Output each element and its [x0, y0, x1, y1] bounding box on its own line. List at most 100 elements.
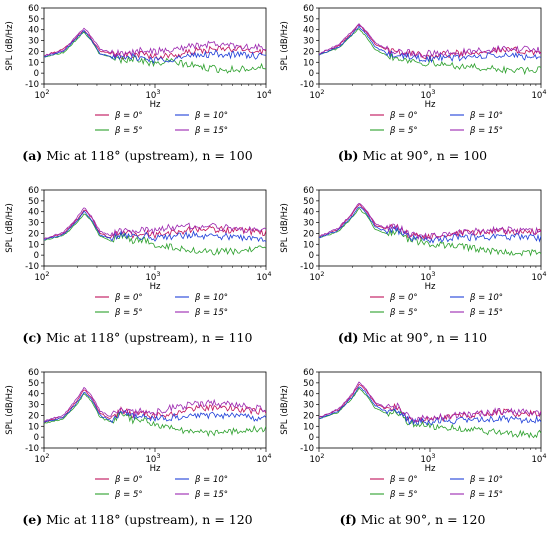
- legend-entry: β = 10°: [469, 293, 503, 303]
- panel-caption: (e) Mic at 118° (upstream), n = 120: [0, 512, 275, 527]
- legend-entry: β = 15°: [469, 308, 503, 318]
- y-tick-label: 30: [28, 401, 39, 411]
- y-tick-label: 60: [28, 368, 39, 378]
- plot-frame: [318, 189, 542, 267]
- legend-entry: β = 0°: [114, 111, 143, 121]
- panel-label: (f): [339, 512, 357, 527]
- x-tick-label: 104: [257, 88, 272, 101]
- series-line-2: [44, 29, 266, 65]
- x-axis-label: Hz: [150, 282, 161, 292]
- y-tick-label: 0: [34, 433, 39, 443]
- y-tick-label: -10: [300, 262, 314, 272]
- y-tick-label: 0: [309, 433, 314, 443]
- series-line-3: [319, 381, 541, 423]
- x-tick-label: 102: [310, 88, 325, 101]
- x-tick-label: 104: [532, 88, 547, 101]
- y-tick-label: 10: [28, 240, 39, 250]
- y-tick-label: 30: [303, 401, 314, 411]
- legend-entry: β = 10°: [469, 475, 503, 485]
- legend-entry: β = 15°: [194, 126, 228, 136]
- series-line-1: [319, 387, 541, 439]
- y-tick-label: 0: [34, 69, 39, 79]
- series-line-3: [319, 202, 541, 240]
- y-axis-label: SPL (dB/Hz): [280, 21, 290, 71]
- series-line-3: [44, 386, 266, 422]
- x-tick-label: 104: [257, 270, 272, 283]
- legend-entry: β = 0°: [389, 293, 418, 303]
- legend-entry: β = 0°: [114, 293, 143, 303]
- y-tick-label: 30: [28, 37, 39, 47]
- caption-text: Mic at 118° (upstream), n = 110: [41, 330, 253, 345]
- y-axis-label: SPL (dB/Hz): [280, 385, 290, 435]
- y-tick-label: -10: [25, 80, 39, 90]
- y-tick-label: 40: [303, 390, 314, 400]
- series-line-0: [319, 204, 541, 241]
- legend-entry: β = 0°: [389, 111, 418, 121]
- plot-frame: [318, 7, 542, 85]
- y-tick-label: 0: [309, 251, 314, 261]
- series-line-2: [319, 206, 541, 244]
- panel-caption: (f) Mic at 90°, n = 120: [275, 512, 550, 527]
- x-tick-label: 102: [310, 270, 325, 283]
- x-tick-label: 102: [310, 452, 325, 465]
- x-tick-label: 103: [146, 88, 161, 101]
- y-tick-label: 60: [303, 186, 314, 196]
- y-tick-label: 40: [303, 208, 314, 218]
- series-line-2: [44, 210, 266, 243]
- y-axis-label: SPL (dB/Hz): [280, 203, 290, 253]
- y-tick-label: 10: [303, 58, 314, 68]
- x-tick-label: 103: [146, 270, 161, 283]
- panel-caption: (c) Mic at 118° (upstream), n = 110: [0, 330, 275, 345]
- y-tick-label: 60: [28, 186, 39, 196]
- y-tick-label: 50: [28, 197, 39, 207]
- y-tick-label: 40: [303, 26, 314, 36]
- x-axis-label: Hz: [425, 464, 436, 474]
- caption-text: Mic at 90°, n = 100: [358, 148, 488, 163]
- legend-entry: β = 0°: [114, 475, 143, 485]
- legend-entry: β = 0°: [389, 475, 418, 485]
- y-tick-label: 10: [303, 422, 314, 432]
- panel-label: (a): [22, 148, 43, 163]
- panel-label: (b): [337, 148, 359, 163]
- series-line-0: [44, 389, 266, 423]
- series-line-3: [44, 207, 266, 240]
- y-tick-label: 20: [303, 411, 314, 421]
- panel-caption: (a) Mic at 118° (upstream), n = 100: [0, 148, 275, 163]
- y-axis-label: SPL (dB/Hz): [5, 21, 15, 71]
- x-axis-label: Hz: [150, 464, 161, 474]
- series-line-1: [44, 213, 266, 256]
- series-line-2: [44, 391, 266, 424]
- series-line-1: [44, 393, 266, 437]
- legend-entry: β = 10°: [194, 475, 228, 485]
- x-tick-label: 103: [146, 452, 161, 465]
- series-line-2: [319, 25, 541, 64]
- y-tick-label: 20: [303, 47, 314, 57]
- caption-text: Mic at 90°, n = 120: [356, 512, 486, 527]
- y-tick-label: 20: [28, 47, 39, 57]
- legend-entry: β = 10°: [194, 293, 228, 303]
- legend-entry: β = 10°: [469, 111, 503, 121]
- legend-entry: β = 5°: [389, 126, 418, 136]
- y-tick-label: 10: [28, 422, 39, 432]
- panel-label: (c): [22, 330, 42, 345]
- x-tick-label: 102: [35, 270, 50, 283]
- caption-text: Mic at 118° (upstream), n = 100: [42, 148, 253, 163]
- y-tick-label: 40: [28, 26, 39, 36]
- y-tick-label: 10: [28, 58, 39, 68]
- series-line-3: [44, 27, 266, 58]
- x-tick-label: 103: [421, 452, 436, 465]
- series-line-0: [44, 209, 266, 240]
- y-tick-label: -10: [25, 262, 39, 272]
- plot-frame: [43, 371, 267, 449]
- y-tick-label: 20: [28, 229, 39, 239]
- y-tick-label: 60: [303, 4, 314, 14]
- legend-entry: β = 5°: [114, 308, 143, 318]
- caption-text: Mic at 90°, n = 110: [358, 330, 488, 345]
- x-tick-label: 103: [421, 88, 436, 101]
- series-line-1: [319, 207, 541, 257]
- legend-entry: β = 15°: [194, 308, 228, 318]
- legend-entry: β = 15°: [469, 126, 503, 136]
- legend-entry: β = 15°: [469, 490, 503, 500]
